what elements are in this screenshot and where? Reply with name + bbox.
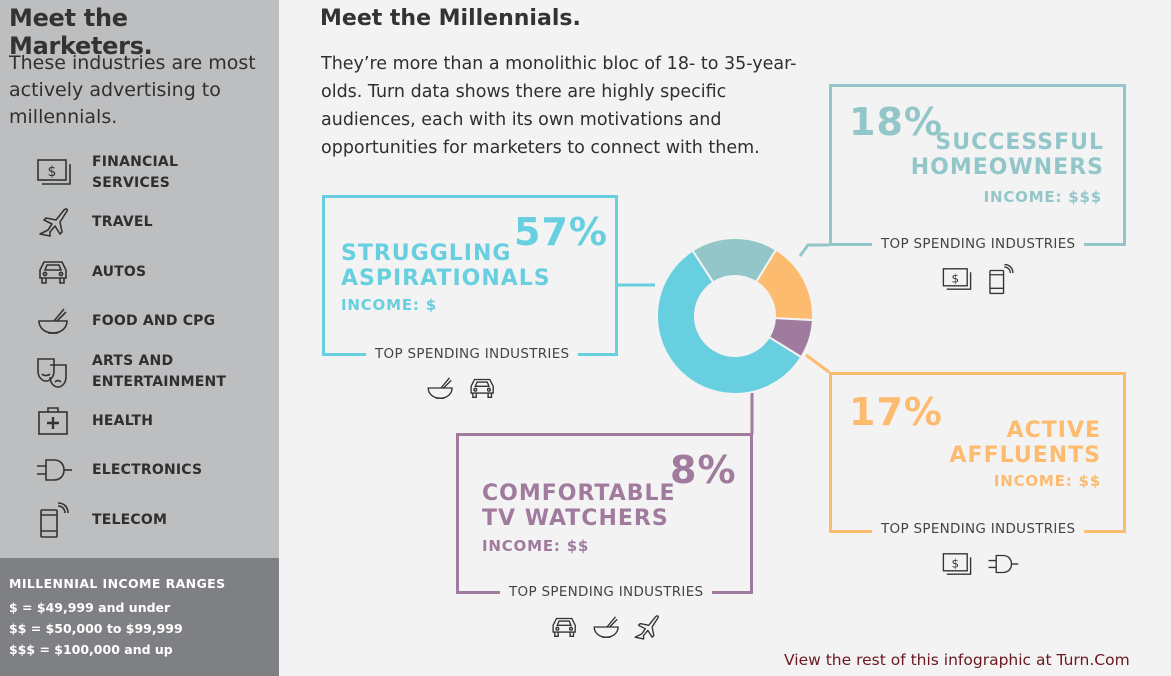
- industry-label: FINANCIAL SERVICES: [92, 154, 179, 191]
- segment-percent: 18%: [849, 100, 943, 144]
- segment-income: INCOME: $$$: [983, 188, 1102, 206]
- theater-masks-icon: [34, 353, 74, 389]
- industry-label: HEALTH: [92, 413, 154, 429]
- segment-percent: 8%: [670, 448, 737, 492]
- top-spending-label: TOP SPENDING INDUSTRIES: [872, 521, 1085, 537]
- segment-income: INCOME: $: [341, 296, 437, 314]
- top-spending-label: TOP SPENDING INDUSTRIES: [500, 584, 713, 600]
- top-spending-label: TOP SPENDING INDUSTRIES: [366, 346, 579, 362]
- svg-text:$: $: [952, 556, 960, 570]
- plug-icon: [986, 548, 1020, 580]
- footer-link-text[interactable]: View the rest of this infographic at Tur…: [784, 651, 1130, 669]
- legend-row: $$$ = $100,000 and up: [9, 642, 173, 657]
- segment-income: INCOME: $$: [482, 537, 590, 555]
- airplane-icon: [630, 611, 664, 643]
- car-icon: [548, 611, 582, 643]
- industry-item-telecom: TELECOM: [0, 498, 279, 544]
- legend-title: MILLENNIAL INCOME RANGES: [9, 576, 226, 591]
- main-title: Meet the Millennials.: [320, 6, 581, 31]
- bowl-icon: [34, 303, 74, 339]
- segment-name: ACTIVE AFFLUENTS: [949, 418, 1101, 468]
- segment-name: STRUGGLING ASPIRATIONALS: [341, 241, 551, 291]
- industry-label: ARTS AND ENTERTAINMENT: [92, 353, 227, 390]
- mobile-phone-icon: [34, 502, 74, 538]
- car-icon: [466, 372, 500, 404]
- industry-item-arts-and-entertainment: ARTS AND ENTERTAINMENT: [0, 349, 279, 395]
- svg-text:$: $: [952, 271, 960, 285]
- industry-item-health: HEALTH: [0, 399, 279, 445]
- industry-item-food-and-cpg: FOOD AND CPG: [0, 299, 279, 345]
- segment-percent: 17%: [849, 390, 943, 434]
- segment-donut-chart: [650, 231, 820, 401]
- segment-percent: 57%: [514, 210, 608, 254]
- financial-services-icon: $: [940, 263, 974, 295]
- marketers-sidebar: Meet the Marketers. These industries are…: [0, 0, 279, 676]
- industry-label: FOOD AND CPG: [92, 313, 216, 329]
- bowl-icon: [590, 611, 624, 643]
- mobile-phone-icon: [984, 263, 1018, 295]
- car-icon: [34, 254, 74, 290]
- segment-name: COMFORTABLE TV WATCHERS: [482, 481, 676, 531]
- industry-label: TRAVEL: [92, 214, 153, 230]
- sidebar-intro: These industries are most actively adver…: [9, 52, 256, 128]
- financial-services-icon: $: [34, 154, 74, 190]
- income-ranges-legend: MILLENNIAL INCOME RANGES $ = $49,999 and…: [0, 558, 279, 676]
- financial-services-icon: $: [940, 548, 974, 580]
- first-aid-kit-icon: [34, 403, 74, 439]
- legend-row: $$ = $50,000 to $99,999: [9, 621, 183, 636]
- svg-text:$: $: [48, 164, 57, 180]
- segment-income: INCOME: $$: [993, 472, 1101, 490]
- plug-icon: [34, 452, 74, 488]
- industry-item-electronics: ELECTRONICS: [0, 448, 279, 494]
- industry-item-autos: AUTOS: [0, 250, 279, 296]
- industry-label: ELECTRONICS: [92, 462, 203, 478]
- industry-label: TELECOM: [92, 512, 168, 528]
- bowl-icon: [424, 372, 458, 404]
- donut-svg: [656, 237, 814, 395]
- main-intro: They’re more than a monolithic bloc of 1…: [321, 54, 797, 158]
- donut-slice-struggling-aspirationals: [656, 249, 803, 395]
- top-spending-label: TOP SPENDING INDUSTRIES: [872, 236, 1085, 252]
- industry-item-financial-services: $ FINANCIAL SERVICES: [0, 150, 279, 196]
- legend-row: $ = $49,999 and under: [9, 600, 171, 615]
- industry-label: AUTOS: [92, 264, 147, 280]
- industry-item-travel: TRAVEL: [0, 200, 279, 246]
- airplane-icon: [34, 204, 74, 240]
- sidebar-title: Meet the Marketers.: [9, 4, 153, 60]
- segment-name: SUCCESSFUL HOMEOWNERS: [910, 130, 1104, 180]
